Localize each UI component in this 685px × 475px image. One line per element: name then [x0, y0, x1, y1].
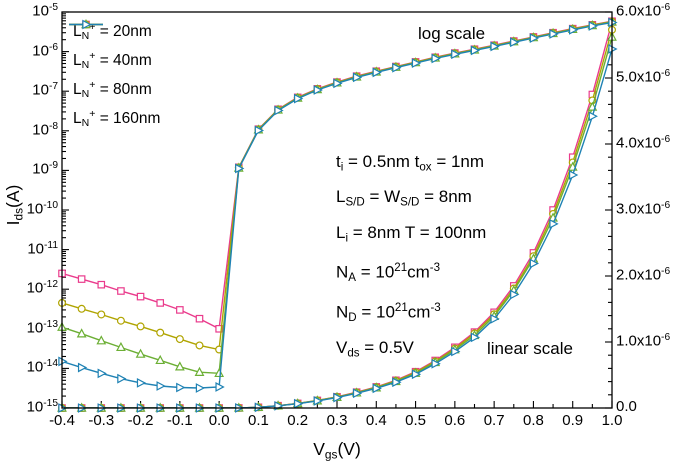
- series-ln160nm-log-curve: [58, 17, 618, 393]
- device-parameters-annotation: ti = 0.5nm tox = 1nm LS/D = WS/D = 8nm Li …: [336, 147, 486, 368]
- x-tick-label: 0.8: [522, 412, 544, 429]
- subscript: N: [81, 29, 90, 42]
- y-right-tick-label: 2.0x10-6: [616, 266, 671, 284]
- superscript: -12: [43, 279, 58, 291]
- subscript: gs: [324, 447, 338, 462]
- superscript: +: [89, 79, 96, 92]
- y-right-tick-label: 0.0: [616, 398, 637, 415]
- parameter-line: Li = 8nm T = 100nm: [336, 222, 487, 245]
- x-tick-label: 1.0: [601, 412, 623, 429]
- y-right-tick-label: 4.0x10-6: [616, 134, 671, 152]
- x-tick-label: -0.3: [88, 412, 115, 429]
- legend: LN+ = 20nm LN+ = 40nm LN+ = 80nm LN+ = 160n…: [68, 17, 160, 133]
- superscript: +: [89, 21, 96, 34]
- y-right-tick-label: 1.0x10-6: [616, 332, 671, 350]
- subscript: ox: [419, 161, 432, 174]
- superscript: -6: [661, 200, 671, 211]
- subscript: N: [81, 116, 90, 129]
- superscript: 21: [394, 262, 408, 275]
- y-left-tick-label: 10-10: [26, 200, 58, 218]
- y-left-tick-label: 10-12: [26, 279, 58, 297]
- y-right-tick-label: 3.0x10-6: [616, 200, 671, 218]
- y-left-tick-label: 10-7: [32, 81, 58, 99]
- y-left-tick-label: 10-13: [26, 318, 58, 337]
- subscript: i: [340, 161, 344, 174]
- parameter-line: LS/D = WS/D = 8nm: [336, 187, 472, 209]
- superscript: -6: [661, 2, 671, 13]
- subscript: i: [345, 232, 349, 245]
- legend-label: LN+ = 160nm: [73, 108, 161, 129]
- y-left-tick-label: 10-11: [27, 239, 58, 258]
- superscript: -9: [48, 160, 58, 172]
- superscript: -6: [48, 41, 58, 53]
- superscript: -6: [661, 266, 671, 277]
- superscript: +: [89, 108, 96, 121]
- parameter-line: NA = 1021cm-3: [336, 262, 441, 285]
- x-tick-label: 0.9: [562, 412, 584, 429]
- legend-item: LN+ = 80nm: [68, 19, 160, 104]
- x-tick-label: -0.1: [166, 412, 193, 429]
- x-axis-title: Vgs(V): [313, 439, 361, 462]
- parameter-line: Vds = 0.5V: [336, 337, 414, 360]
- x-tick-label: 0.5: [405, 412, 426, 429]
- subscript: S/D: [345, 196, 365, 209]
- parameter-line: ti = 0.5nm tox = 1nm: [336, 152, 485, 174]
- legend-item: LN+ = 160nm: [68, 19, 161, 133]
- y-left-tick-label: 10-9: [32, 160, 58, 178]
- subscript: N: [81, 87, 90, 100]
- legend-label: LN+ = 40nm: [73, 50, 152, 71]
- log-scale-label: log scale: [418, 24, 486, 43]
- x-tick-label: -0.2: [127, 412, 154, 429]
- x-tick-label: 0.1: [247, 412, 269, 429]
- superscript: -6: [661, 134, 671, 145]
- superscript: -15: [43, 398, 58, 409]
- x-tick-label: -0.4: [49, 412, 75, 429]
- subscript: S/D: [400, 196, 420, 209]
- superscript: -8: [48, 120, 58, 132]
- subscript: ds: [347, 347, 360, 360]
- subscript: N: [81, 58, 90, 71]
- superscript: -3: [430, 302, 441, 315]
- y-left-tick-label: 10-5: [32, 2, 58, 20]
- y-right-tick-label: 6.0x10-6: [616, 2, 671, 20]
- y-left-tick-label: 10-14: [26, 358, 58, 376]
- x-tick-label: 0.7: [483, 412, 505, 429]
- superscript: -14: [43, 358, 58, 370]
- superscript: +: [89, 50, 96, 63]
- superscript: -11: [44, 239, 58, 251]
- x-tick-label: 0.3: [326, 412, 348, 429]
- superscript: 21: [394, 302, 408, 315]
- subscript: D: [348, 311, 357, 324]
- x-tick-label: 0.2: [287, 412, 309, 429]
- parameter-line: ND = 1021cm-3: [336, 302, 441, 324]
- linear-scale-label: linear scale: [487, 339, 573, 358]
- superscript: -7: [48, 81, 58, 93]
- superscript: -13: [43, 318, 58, 330]
- legend-item: LN+ = 40nm: [68, 20, 160, 75]
- superscript: -6: [661, 68, 671, 79]
- y-right-tick-label: 5.0x10-6: [616, 68, 671, 86]
- legend-label: LN+ = 20nm: [73, 21, 152, 42]
- superscript: -3: [429, 262, 441, 275]
- legend-label: LN+ = 80nm: [73, 79, 152, 100]
- subscript: A: [348, 272, 356, 285]
- superscript: -10: [43, 200, 58, 211]
- y-left-tick-label: 10-8: [32, 120, 58, 139]
- y-left-tick-label: 10-6: [32, 41, 58, 60]
- x-tick-label: 0.4: [365, 412, 387, 429]
- superscript: -6: [661, 332, 671, 343]
- y-left-tick-label: 10-15: [26, 398, 58, 416]
- x-tick-label: 0.6: [444, 412, 466, 429]
- superscript: -5: [48, 2, 58, 13]
- triangle-right-legend-marker-icon: [69, 19, 103, 30]
- x-tick-label: 0.0: [208, 412, 230, 429]
- plot-frame: [61, 11, 613, 409]
